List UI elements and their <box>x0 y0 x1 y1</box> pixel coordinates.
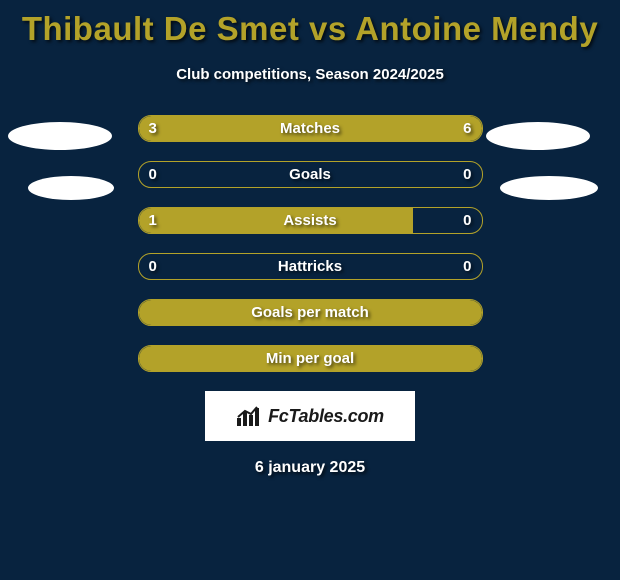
comparison-chart: Matches36Goals00Assists10Hattricks00Goal… <box>138 115 483 372</box>
stat-label: Min per goal <box>139 346 482 371</box>
stat-row: Goals0 0 <box>138 161 483 188</box>
stat-row: Min per goal <box>138 345 483 372</box>
stat-value-left: 0 <box>149 254 157 279</box>
stat-value-right: 0 <box>463 208 471 233</box>
date-label: 6 january 2025 <box>0 459 620 477</box>
stat-label: Matches <box>139 116 482 141</box>
player-ellipse <box>8 122 112 150</box>
player-ellipse <box>500 176 598 200</box>
stat-value-left: 0 <box>149 162 157 187</box>
stat-row: Assists1 0 <box>138 207 483 234</box>
stat-value-left: 3 <box>149 116 157 141</box>
player-ellipse <box>486 122 590 150</box>
stat-row: Matches3 6 <box>138 115 483 142</box>
stat-value-right: 0 <box>463 162 471 187</box>
stat-row: Hattricks0 0 <box>138 253 483 280</box>
subtitle: Club competitions, Season 2024/2025 <box>0 66 620 83</box>
source-badge: FcTables.com <box>205 391 415 441</box>
page-title: Thibault De Smet vs Antoine Mendy <box>0 0 620 48</box>
stat-row: Goals per match <box>138 299 483 326</box>
stat-label: Hattricks <box>139 254 482 279</box>
stat-label: Goals per match <box>139 300 482 325</box>
stat-value-right: 0 <box>463 254 471 279</box>
stat-label: Assists <box>139 208 482 233</box>
stat-label: Goals <box>139 162 482 187</box>
badge-text: FcTables.com <box>268 406 384 427</box>
player-ellipse <box>28 176 114 200</box>
bars-icon <box>236 406 262 426</box>
stat-value-right: 6 <box>463 116 471 141</box>
stat-value-left: 1 <box>149 208 157 233</box>
